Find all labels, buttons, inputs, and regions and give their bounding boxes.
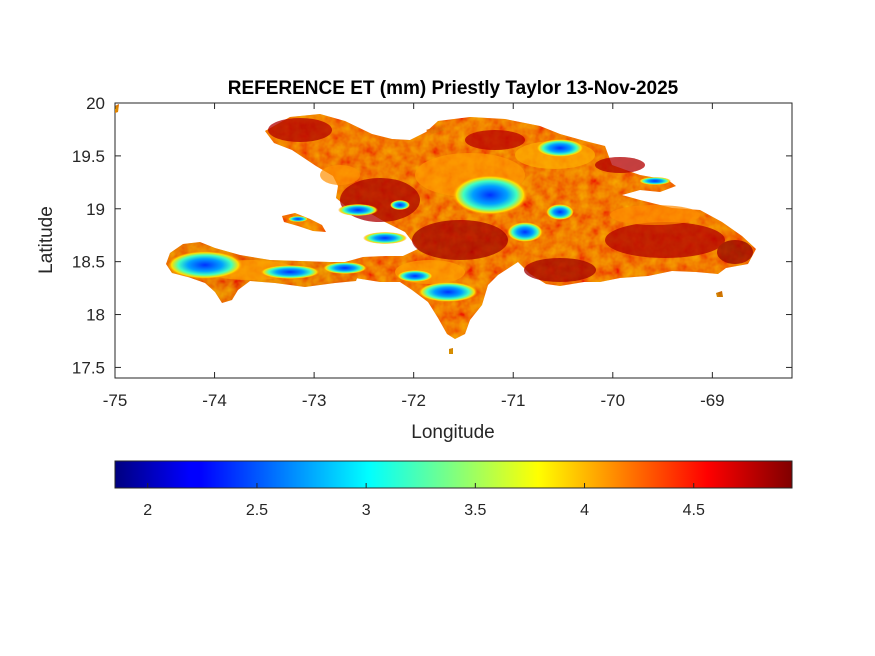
x-tick-label: -73 [302, 391, 327, 410]
x-tick-label: -70 [601, 391, 626, 410]
colorbar-tick-label: 2.5 [246, 502, 268, 519]
colorbar-tick-label: 3.5 [464, 502, 486, 519]
cool-zone-hotte [167, 251, 243, 279]
colorbar-tick-label: 4.5 [683, 502, 705, 519]
cool-zone-selle [418, 282, 478, 302]
landmass-saona [716, 291, 723, 297]
y-tick-label: 17.5 [72, 358, 105, 377]
colorbar-tick-label: 2 [143, 502, 152, 519]
y-tick-label: 19 [86, 200, 105, 219]
cool-zone-septentrional [536, 139, 584, 157]
landmass-speck [115, 104, 119, 113]
x-axis: -75 -74 -73 -72 -71 -70 -69 [103, 103, 725, 410]
chart-title: REFERENCE ET (mm) Priestly Taylor 13-Nov… [228, 78, 679, 99]
x-tick-label: -71 [501, 391, 526, 410]
y-tick-label: 18.5 [72, 253, 105, 272]
colorbar [114, 460, 793, 489]
x-tick-label: -69 [700, 391, 725, 410]
colorbar-axis: 2 2.5 3 3.5 4 4.5 [143, 483, 705, 519]
colorbar-tick-label: 4 [580, 502, 589, 519]
y-tick-label: 18 [86, 306, 105, 325]
landmass-beata [449, 348, 453, 354]
cool-zone-central [452, 175, 528, 215]
landmass-tortuga [426, 125, 446, 134]
y-tick-label: 19.5 [72, 147, 105, 166]
y-tick-label: 20 [86, 94, 105, 113]
x-tick-label: -75 [103, 391, 128, 410]
et-heatmap [115, 104, 756, 354]
x-tick-label: -74 [202, 391, 227, 410]
x-tick-label: -72 [401, 391, 426, 410]
x-axis-label: Longitude [411, 422, 494, 443]
y-axis: 17.5 18 18.5 19 19.5 20 [72, 94, 792, 377]
colorbar-tick-label: 3 [362, 502, 371, 519]
y-axis-label: Latitude [36, 206, 57, 274]
